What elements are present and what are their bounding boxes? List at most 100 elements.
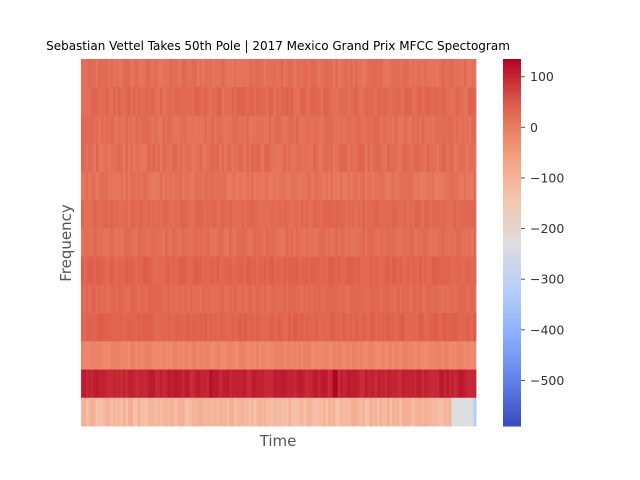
heatmap-cell [325,284,329,314]
colorbar-segment [503,301,521,305]
heatmap-cell [187,200,191,229]
heatmap-cell [221,87,225,116]
heatmap-cell [310,59,314,88]
heatmap-cell [268,171,272,201]
heatmap-cell [174,313,178,342]
heatmap-cell [303,369,307,399]
heatmap-cell [268,369,272,399]
colorbar-segment [503,287,521,290]
heatmap-cell [256,397,260,427]
heatmap-cell [179,143,183,173]
heatmap-cell [206,369,210,399]
heatmap-cell [179,256,183,286]
heatmap-cell [342,87,346,116]
heatmap-cell [172,59,176,88]
heatmap-cell [194,397,198,427]
colorbar-segment [503,142,521,146]
heatmap-cell [209,115,213,145]
heatmap-cell [140,200,144,229]
colorbar-segment [503,299,521,303]
heatmap-cell [155,256,158,286]
heatmap-cell [155,228,158,258]
heatmap-cell [273,341,277,370]
heatmap-cell [164,200,168,229]
heatmap-cell [98,200,102,229]
heatmap-cell [345,171,349,201]
heatmap-cell [330,200,334,229]
heatmap-cell [384,256,388,286]
heatmap-cell [182,369,186,399]
heatmap-cell [471,256,474,286]
heatmap-cell [406,87,410,116]
heatmap-cell [394,59,398,88]
heatmap-cell [305,341,309,370]
heatmap-cell [290,397,294,427]
heatmap-cell [201,284,205,314]
heatmap-cell [313,59,316,88]
heatmap-cell [137,397,141,427]
heatmap-cell [355,313,358,342]
heatmap-cell [448,59,452,88]
heatmap-cell [466,397,469,427]
heatmap-cell [389,313,393,342]
heatmap-cell [184,143,188,173]
heatmap-cell [174,369,178,399]
heatmap-cell [201,256,205,286]
heatmap-cell [273,87,277,116]
heatmap-cell [155,171,158,201]
heatmap-cell [209,313,213,342]
heatmap-cell [206,397,210,427]
heatmap-cell [261,228,265,258]
colorbar-segment [503,67,521,70]
heatmap-cell [379,200,383,229]
heatmap-cell [424,143,428,173]
heatmap-cell [404,200,408,229]
heatmap-cell [167,397,171,427]
heatmap-cell [251,284,255,314]
colorbar-segment [503,197,521,201]
heatmap-cell [318,313,321,342]
heatmap-cell [429,284,432,314]
heatmap-cell [246,397,250,427]
heatmap-cell [401,284,405,314]
heatmap-cell [463,143,467,173]
heatmap-cell [152,313,156,342]
heatmap-cell [359,228,363,258]
heatmap-cell [359,341,363,370]
heatmap-cell [335,397,339,427]
heatmap-cell [438,369,442,399]
colorbar-segment [503,87,521,91]
heatmap-cell [382,256,386,286]
heatmap-cell [201,143,205,173]
heatmap-cell [221,313,225,342]
heatmap-cell [419,59,423,88]
heatmap-cell [246,369,250,399]
heatmap-cell [367,397,371,427]
heatmap-cell [204,115,208,145]
heatmap-cell [221,284,225,314]
heatmap-cell [125,313,129,342]
heatmap-cell [401,59,405,88]
heatmap-cell [113,313,116,342]
heatmap-cell [362,397,366,427]
heatmap-cell [88,228,92,258]
heatmap-cell [197,313,200,342]
heatmap-cell [411,369,415,399]
heatmap-cell [152,284,156,314]
heatmap-cell [192,256,195,286]
heatmap-cell [201,369,205,399]
heatmap-cell [352,369,356,399]
heatmap-cell [160,313,163,342]
heatmap-cell [214,59,218,88]
heatmap-cell [466,143,469,173]
heatmap-cell [404,87,408,116]
heatmap-cell [431,200,435,229]
heatmap-cell [332,59,336,88]
heatmap-cell [108,256,112,286]
heatmap-cell [135,228,139,258]
heatmap-cell [113,200,116,229]
heatmap-cell [461,200,465,229]
heatmap-cell [110,369,114,399]
heatmap-cell [236,171,240,201]
heatmap-cell [434,284,437,314]
